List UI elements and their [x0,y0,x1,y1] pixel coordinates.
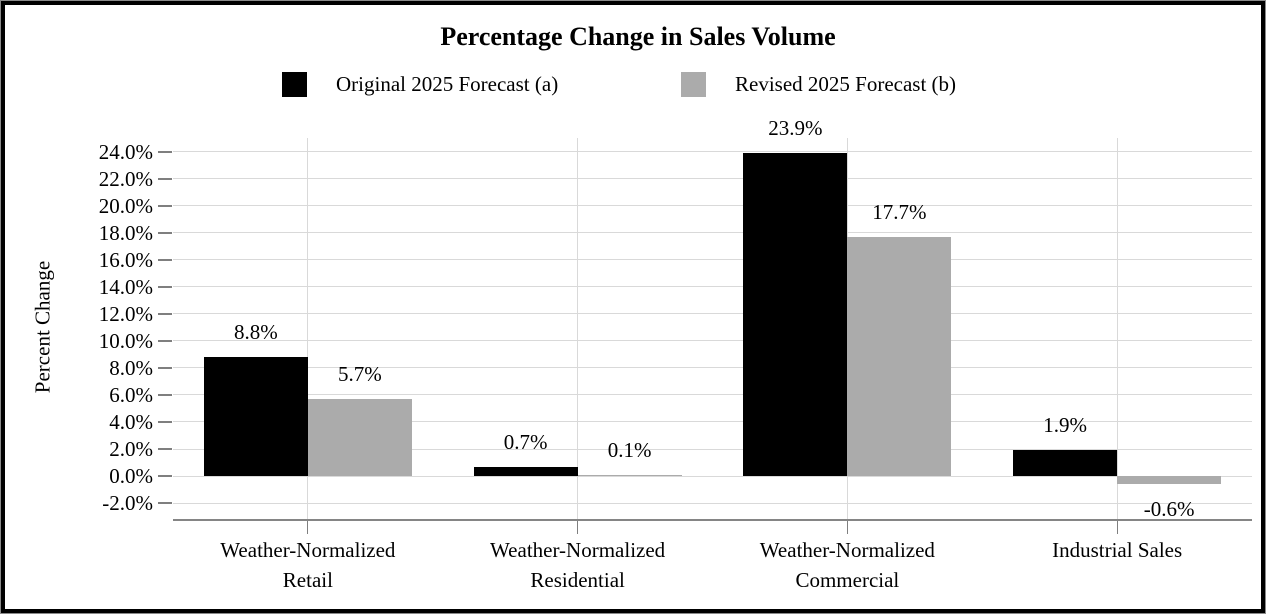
x-axis-tick [307,520,309,534]
data-label: 17.7% [872,199,927,224]
y-tick-label: 20.0% [98,193,153,218]
data-label: -0.6% [1143,497,1195,522]
y-tick-label: 22.0% [98,166,153,191]
data-label: 23.9% [768,115,823,140]
data-label: 1.9% [1043,413,1087,438]
y-tick-label: 2.0% [109,437,153,461]
y-tick-label: 10.0% [98,328,153,353]
y-axis-tick [158,366,172,369]
horizontal-gridline [173,313,1252,315]
legend-item-revised-forecast: Revised 2025 Forecast (b) [681,70,956,98]
legend-label-original-forecast: Original 2025 Forecast (a) [336,72,559,96]
bar-original-cat0 [203,357,308,477]
legend-swatch-original-forecast [282,71,307,97]
plot-area: -2.0% 0.0% 2.0% 4.0% 6.0% 8.0% 10.0% 12.0% 14.0%… [5,5,1261,609]
horizontal-gridline [173,475,1252,477]
category-label: Weather-Normalized Commercial [759,538,935,592]
y-axis-tick [158,204,172,207]
bar-original-cat1 [473,466,578,477]
horizontal-gridline [173,340,1252,342]
y-axis-tick [158,285,172,288]
vertical-gridline [307,138,309,520]
vertical-gridline [577,138,579,520]
category-label: Weather-Normalized Residential [490,538,666,592]
bar-original-cat2 [743,152,848,477]
legend-swatch-revised-forecast [681,71,706,97]
x-axis-tick [1116,520,1118,534]
y-axis-tick [158,150,172,153]
y-tick-label: 14.0% [98,274,153,299]
y-tick-label: 18.0% [98,220,153,245]
legend-label-revised-forecast: Revised 2025 Forecast (b) [735,72,957,96]
horizontal-gridline [173,232,1252,234]
y-tick-label: 0.0% [109,464,153,489]
y-axis-tick [158,448,172,450]
y-axis-tick [158,420,172,423]
bar-revised-cat2 [847,236,952,477]
data-label: 0.7% [503,429,548,454]
bar-revised-cat0 [307,398,412,477]
chart-title: Percentage Change in Sales Volume [440,22,836,51]
y-axis-tick [158,502,172,505]
y-axis-tick [158,312,172,315]
horizontal-gridline [173,448,1252,450]
y-axis-tick [158,393,172,396]
y-tick-label: 8.0% [109,355,153,380]
horizontal-gridline [173,259,1252,261]
horizontal-gridline [173,178,1252,180]
category-label: Weather-Normalized Retail [220,538,396,592]
horizontal-gridline [173,421,1252,423]
horizontal-gridline [173,367,1252,369]
bar-original-cat3 [1013,450,1118,477]
y-tick-label: 24.0% [98,139,153,164]
horizontal-gridline [173,205,1252,207]
horizontal-gridline [173,502,1252,504]
category-label: Industrial Sales [1052,538,1183,562]
y-tick-label: 12.0% [98,301,153,326]
x-axis-tick [846,520,848,534]
data-label: 8.8% [234,320,278,345]
y-axis-tick [158,177,172,180]
y-tick-label: 6.0% [109,382,153,407]
data-label: 5.7% [338,361,382,386]
legend-item-original-forecast: Original 2025 Forecast (a) [282,70,558,98]
bar-revised-cat3 [1117,476,1222,485]
vertical-gridline [1116,138,1118,520]
y-axis-tick [158,339,172,342]
horizontal-gridline [173,394,1252,396]
x-axis-tick [577,520,579,534]
bar-revised-cat1 [577,474,682,477]
y-tick-label: 16.0% [98,247,153,272]
horizontal-gridline [173,151,1252,153]
y-tick-label: -2.0% [102,491,153,516]
x-axis-line [173,519,1252,521]
y-axis-tick [158,231,172,234]
data-label: 0.1% [607,437,652,462]
y-axis-tick [158,258,172,261]
y-tick-label: 4.0% [109,409,153,434]
y-axis-tick [158,475,172,478]
horizontal-gridline [173,286,1252,288]
